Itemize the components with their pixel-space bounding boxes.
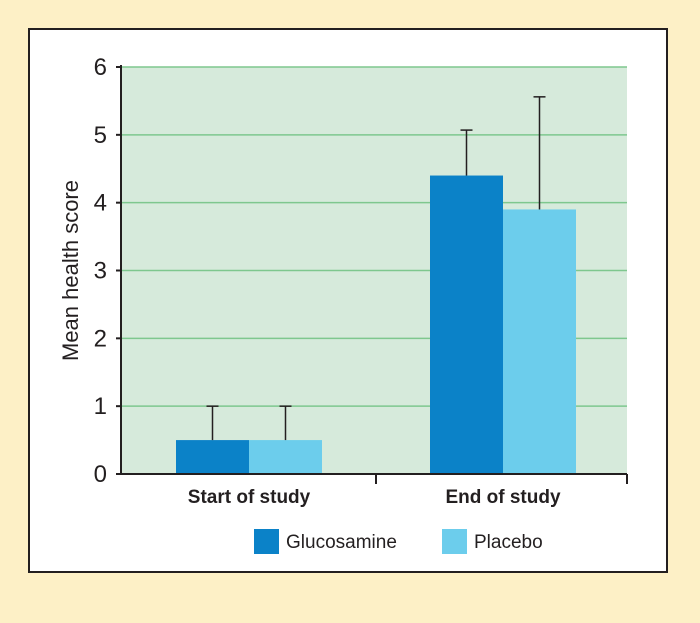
bar-glucosamine-2 [430,175,503,475]
y-tick-label-0: 0 [94,461,107,488]
bar-glucosamine-1 [176,440,249,474]
y-tick-label-1: 1 [94,393,107,420]
legend-swatch-placebo [442,529,467,554]
y-tick-label-5: 5 [94,122,107,149]
bar-placebo-1 [249,440,322,474]
category-label-2: End of study [445,487,560,508]
bars [176,96,576,475]
legend-label-placebo: Placebo [474,532,543,553]
bar-placebo-2 [503,209,576,474]
legend-label-glucosamine: Glucosamine [286,532,397,553]
axes [116,65,628,484]
bar-chart: 0 1 2 3 4 5 6 Start of study End of study Mean h… [58,54,628,554]
y-tick-label-6: 6 [94,54,107,81]
tick-labels: 0 1 2 3 4 5 6 Start of study End of study [94,54,561,508]
chart-frame: 0 1 2 3 4 5 6 Start of study End of study Mean h… [28,28,668,573]
legend: Glucosamine Placebo [254,529,543,554]
y-axis-title: Mean health score [58,180,83,361]
legend-swatch-glucosamine [254,529,279,554]
y-tick-label-2: 2 [94,325,107,352]
y-tick-label-3: 3 [94,258,107,285]
gridlines [121,66,627,407]
category-label-1: Start of study [188,487,311,508]
y-tick-label-4: 4 [94,190,107,217]
